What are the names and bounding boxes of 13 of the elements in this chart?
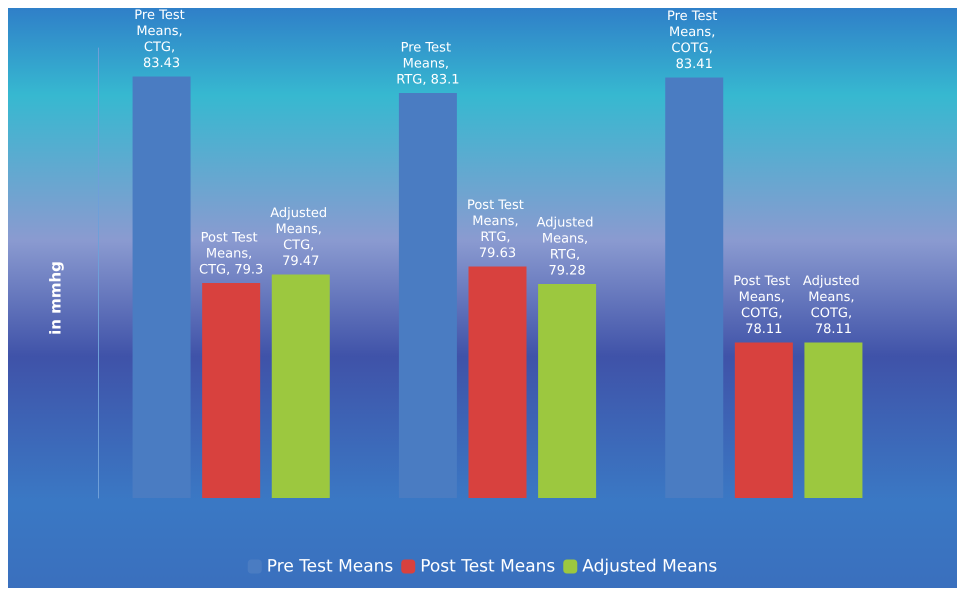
- legend-label: Adjusted Means: [582, 556, 718, 576]
- data-label: Pre Test Means, RTG, 83.1: [396, 40, 460, 88]
- y-axis-title: in mmhg: [46, 261, 64, 335]
- data-label: Post Test Means, RTG, 79.63: [466, 198, 528, 261]
- data-label: Pre Test Means, CTG, 83.43: [134, 8, 189, 71]
- data-label: Adjusted Means, COTG, 78.11: [802, 274, 864, 337]
- data-label: Adjusted Means, RTG, 79.28: [536, 216, 598, 278]
- data-label: Adjusted Means, CTG, 79.47: [270, 206, 332, 269]
- data-label: Post Test Means, COTG, 78.11: [733, 274, 794, 337]
- data-label: Pre Test Means, COTG, 83.41: [666, 9, 722, 72]
- legend-label: Post Test Means: [420, 556, 556, 576]
- data-label: Post Test Means, CTG, 79.3: [199, 230, 264, 278]
- legend-label: Pre Test Means: [266, 556, 394, 576]
